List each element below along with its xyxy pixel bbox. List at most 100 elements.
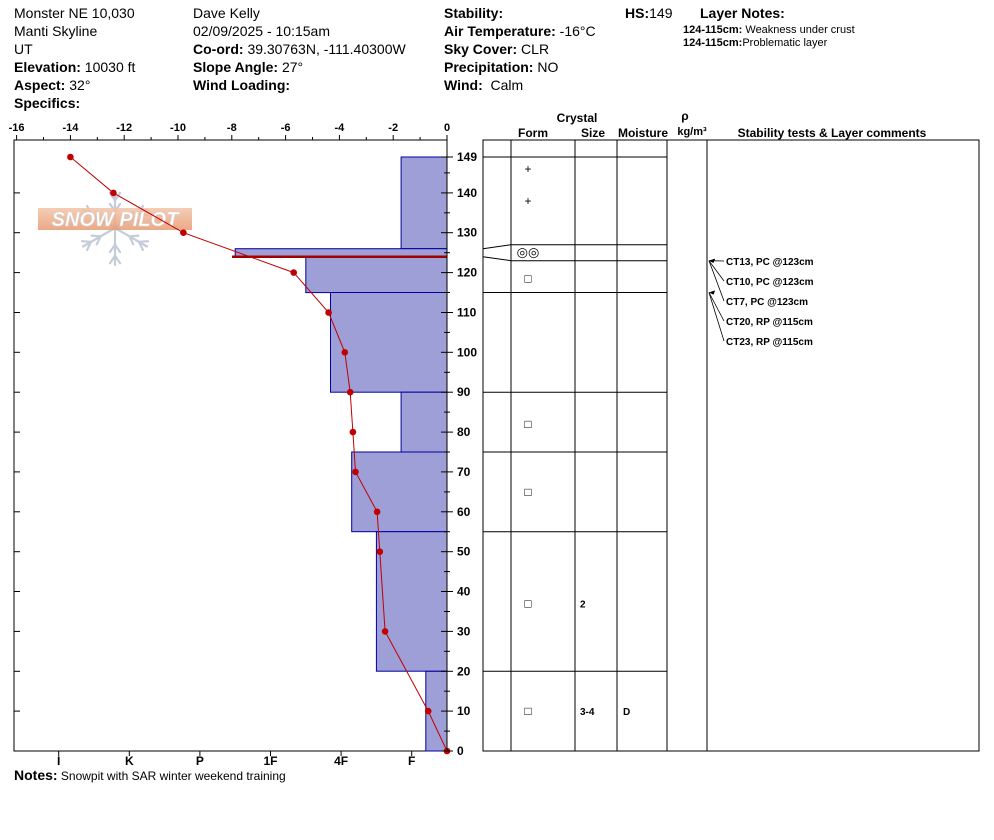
hardness-tick-label: F xyxy=(408,754,415,768)
specifics-label: Specifics: xyxy=(14,95,81,111)
temperature-tick-label: -10 xyxy=(170,122,186,134)
temperature-line xyxy=(70,156,448,752)
air-temp-label: Air Temperature: xyxy=(444,23,556,39)
height-tick-label: 20 xyxy=(457,664,471,678)
stability-test-label: CT20, RP @115cm xyxy=(726,317,813,328)
snowflake-branch xyxy=(137,240,144,252)
stability-test-leader xyxy=(708,260,725,302)
temperature-point xyxy=(376,548,384,555)
hardness-tick-label: 4F xyxy=(334,754,348,768)
layer-boundary xyxy=(482,256,667,262)
temperature-tick-label: -16 xyxy=(9,122,25,134)
layer-notes-label: Layer Notes: xyxy=(700,5,785,21)
height-tick-label: 149 xyxy=(457,150,477,164)
density-unit: kg/m³ xyxy=(677,126,707,138)
coord-value: 39.30763N, -111.40300W xyxy=(247,41,406,57)
temperature-tick-label: -12 xyxy=(116,122,132,134)
logo-text: SNOW PILOT xyxy=(52,209,180,231)
stability-label: Stability: xyxy=(444,5,504,21)
header-observer-block: Dave Kelly 02/09/2025 - 10:15am Co-ord: … xyxy=(193,4,406,94)
temperature-point xyxy=(325,309,332,316)
snowflake-branch xyxy=(90,234,102,238)
hardness-tick-label: K xyxy=(125,754,134,768)
height-tick-label: 90 xyxy=(457,385,471,399)
layer-note-range: 124-115cm: xyxy=(683,24,743,36)
header-weather-block: Stability: Air Temperature: -16°C Sky Co… xyxy=(444,4,596,94)
stability-header: Stability tests & Layer comments xyxy=(738,126,927,140)
crystal-header: Crystal xyxy=(557,111,598,125)
stability-test-label: CT13, PC @123cm xyxy=(726,257,814,268)
wind-loading-label: Wind Loading: xyxy=(193,77,291,93)
crystal-form: + xyxy=(524,162,531,176)
height-tick-label: 70 xyxy=(457,465,471,479)
elevation-row: Elevation: 10030 ft xyxy=(14,58,135,76)
notes-label: Notes: xyxy=(14,767,58,783)
logo-banner xyxy=(38,208,192,230)
header-location-block: Monster NE 10,030 Manti Skyline UT Eleva… xyxy=(14,4,135,112)
left-height-ticks xyxy=(14,192,20,752)
layer-note: 124-115cm:Problematic layer xyxy=(683,37,855,50)
crystal-form: □ xyxy=(524,272,531,286)
height-tick-label: 140 xyxy=(457,186,477,200)
layer-note-text: Problematic layer xyxy=(742,37,828,49)
precip-row: Precipitation: NO xyxy=(444,58,596,76)
height-tick-label: 100 xyxy=(457,345,477,359)
notes-row: Notes: Snowpit with SAR winter weekend t… xyxy=(14,767,286,783)
aspect-label: Aspect: xyxy=(14,77,66,93)
hs-row: HS:149 xyxy=(625,4,672,22)
crystal-form: + xyxy=(524,194,531,208)
density-symbol: ρ xyxy=(681,109,688,123)
snowflake-branch xyxy=(108,254,117,265)
crystal-size: 3-4 xyxy=(580,707,595,718)
moisture-header: Moisture xyxy=(618,126,668,140)
snowflake-branch xyxy=(137,240,150,243)
slope-row: Slope Angle: 27° xyxy=(193,58,406,76)
height-tick-label: 60 xyxy=(457,505,471,519)
temperature-axis: -16 -14 -12 -10 -8 -6 -4 -2 0 xyxy=(9,122,450,141)
hardness-layer xyxy=(330,292,448,393)
crystal-form: ◎◎ xyxy=(517,245,540,260)
hardness-layers xyxy=(234,156,448,752)
snowflake-branch xyxy=(128,234,140,238)
layer-note-text: Weakness under crust xyxy=(742,24,855,36)
stability-test-label: CT7, PC @123cm xyxy=(726,297,808,308)
height-tick-label: 110 xyxy=(457,306,477,320)
snowflake-branch xyxy=(128,235,135,246)
temperature-point xyxy=(346,388,354,396)
crystal-form: □ xyxy=(524,704,531,718)
layer-boundary xyxy=(482,244,667,250)
elevation-label: Elevation: xyxy=(14,59,81,75)
temperature-point xyxy=(341,349,349,356)
stability-test-leader xyxy=(708,260,725,282)
temperature-tick-label: -4 xyxy=(335,122,346,134)
observer-name: Dave Kelly xyxy=(193,5,260,21)
table-headers: Crystal Form Size Moisture ρ kg/m³ Stabi… xyxy=(518,109,927,140)
crystal-form: □ xyxy=(524,485,531,499)
temperature-tick-label: 0 xyxy=(444,122,450,134)
crystal-form: □ xyxy=(524,597,531,611)
layer-notes-list: 124-115cm: Weakness under crust 124-115c… xyxy=(683,24,855,50)
height-axis: 0 10 20 30 40 50 60 70 80 90 100 110 120 130 140 149 xyxy=(441,140,477,758)
sky-value: CLR xyxy=(521,41,550,57)
wind-label: Wind: xyxy=(444,77,483,93)
hardness-tick-label: 1F xyxy=(263,754,277,768)
height-tick-label: 40 xyxy=(457,585,471,599)
hardness-tick-label: P xyxy=(196,754,204,768)
air-temp-value: -16°C xyxy=(559,23,596,39)
layer-table-frame xyxy=(482,139,980,752)
range-name: Manti Skyline xyxy=(14,23,98,39)
snowpilot-logo: SNOW PILOT xyxy=(38,189,192,267)
hardness-layer xyxy=(400,156,448,250)
crystal-size: 2 xyxy=(580,600,586,611)
hs-value: 149 xyxy=(649,5,673,21)
wind-value: Calm xyxy=(490,77,524,93)
stability-test-label: CT10, PC @123cm xyxy=(726,277,814,288)
snowflake-branch xyxy=(113,243,122,254)
notes-text: Snowpit with SAR winter weekend training xyxy=(60,769,286,783)
hardness-axis: I K P 1F 4F F xyxy=(57,751,415,768)
temperature-point xyxy=(373,508,381,516)
stability-test-label: CT23, RP @115cm xyxy=(726,337,813,348)
layer-rows: + + ◎◎ □ □ □ □ 2 □ 3-4 D xyxy=(482,156,667,718)
air-temp-row: Air Temperature: -16°C xyxy=(444,22,596,40)
sky-row: Sky Cover: CLR xyxy=(444,40,596,58)
